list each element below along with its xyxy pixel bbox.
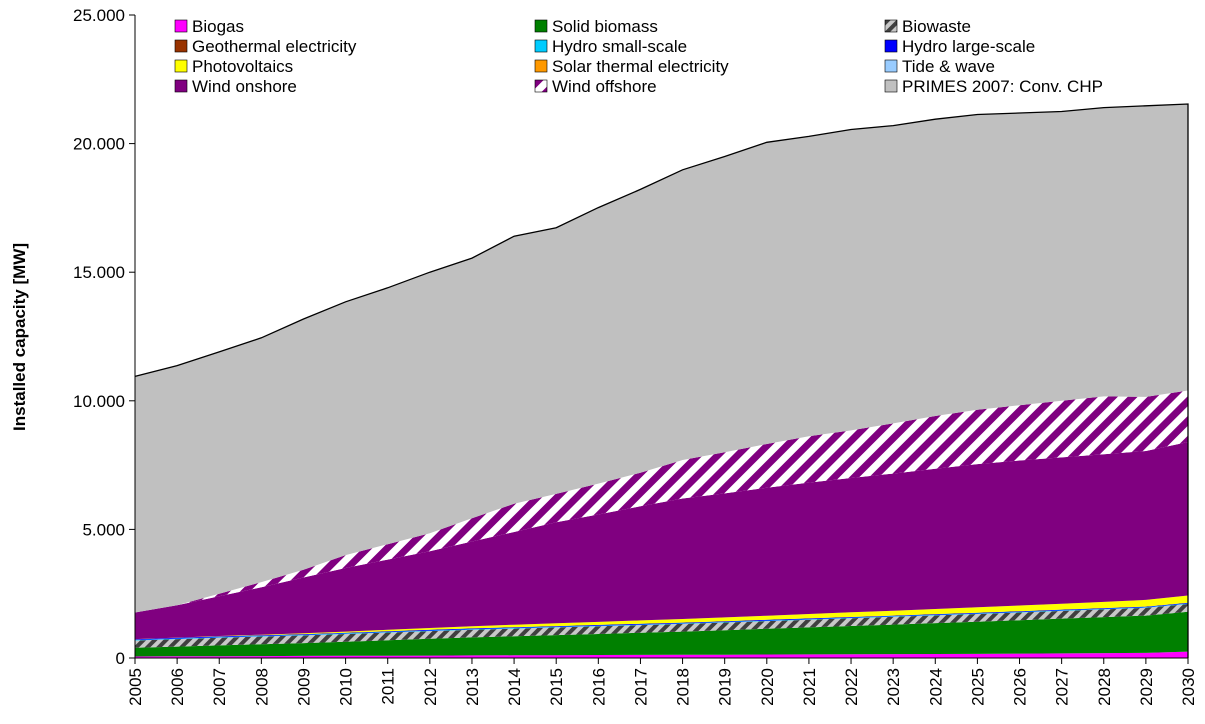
legend-swatch-primes-2007-conv-chp bbox=[884, 79, 898, 93]
legend-swatch-biowaste bbox=[884, 19, 898, 33]
legend-label-wind-offshore: Wind offshore bbox=[552, 77, 657, 96]
legend-swatch-wind-onshore bbox=[174, 79, 188, 93]
y-tick-label: 15.000 bbox=[73, 263, 125, 282]
y-tick-label: 5.000 bbox=[82, 520, 125, 539]
legend-swatch-geothermal-electricity bbox=[174, 39, 188, 53]
legend-swatch-biogas bbox=[174, 19, 188, 33]
legend: Biogas Solid biomass Biowaste Geothermal el… bbox=[174, 17, 1103, 96]
x-tick-label: 2008 bbox=[252, 668, 271, 706]
x-tick-label: 2021 bbox=[800, 668, 819, 706]
x-tick-label: 2011 bbox=[379, 668, 398, 705]
area-hydro-small-scale bbox=[135, 603, 1188, 641]
x-tick-label: 2006 bbox=[168, 668, 187, 706]
x-tick-label: 2019 bbox=[716, 668, 735, 706]
y-tick-label: 10.000 bbox=[73, 392, 125, 411]
legend-label-tide-wave: Tide & wave bbox=[902, 57, 995, 76]
area-wind-offshore bbox=[135, 390, 1188, 613]
x-tick-label: 2028 bbox=[1095, 668, 1114, 706]
x-tick-label: 2009 bbox=[295, 668, 314, 706]
area-biogas bbox=[135, 651, 1188, 658]
area-biowaste bbox=[135, 604, 1188, 648]
legend-swatch-hydro-small-scale bbox=[534, 39, 548, 53]
x-tick-label: 2013 bbox=[463, 668, 482, 706]
legend-label-solar-thermal-electricity: Solar thermal electricity bbox=[552, 57, 729, 76]
x-tick-label: 2005 bbox=[126, 668, 145, 706]
legend-swatch-wind-offshore bbox=[534, 79, 548, 93]
series-areas bbox=[134, 103, 1189, 658]
x-tick-label: 2012 bbox=[421, 668, 440, 706]
x-tick-label: 2017 bbox=[631, 668, 650, 706]
stack-outline bbox=[134, 103, 1189, 658]
area-solid-biomass bbox=[135, 611, 1188, 657]
legend-label-photovoltaics: Photovoltaics bbox=[192, 57, 293, 76]
x-tick-label: 2023 bbox=[884, 668, 903, 706]
legend-label-biogas: Biogas bbox=[192, 17, 244, 36]
x-tick-label: 2026 bbox=[1011, 668, 1030, 706]
axes: 0 5.000 10.000 15.000 20.000 25.000 2005 2006 20… bbox=[73, 6, 1198, 706]
y-axis-label: Installed capacity [MW] bbox=[10, 243, 29, 431]
legend-label-solid-biomass: Solid biomass bbox=[552, 17, 658, 36]
x-tick-label: 2022 bbox=[842, 668, 861, 706]
legend-label-primes-2007-conv-chp: PRIMES 2007: Conv. CHP bbox=[902, 77, 1103, 96]
x-tick-label: 2015 bbox=[547, 668, 566, 706]
legend-swatch-solar-thermal-electricity bbox=[534, 59, 548, 73]
x-tick-label: 2029 bbox=[1137, 668, 1156, 706]
y-tick-label: 20.000 bbox=[73, 135, 125, 154]
y-tick-label: 0 bbox=[116, 649, 125, 668]
x-tick-label: 2014 bbox=[505, 668, 524, 706]
x-tick-label: 2025 bbox=[968, 668, 987, 706]
area-hydro-large-scale bbox=[135, 602, 1188, 640]
x-tick-label: 2018 bbox=[674, 668, 693, 706]
legend-label-biowaste: Biowaste bbox=[902, 17, 971, 36]
legend-swatch-hydro-large-scale bbox=[884, 39, 898, 53]
x-tick-label: 2016 bbox=[589, 668, 608, 706]
area-primes-2007-conv-chp bbox=[135, 104, 1188, 613]
y-tick-label: 25.000 bbox=[73, 6, 125, 25]
legend-swatch-solid-biomass bbox=[534, 19, 548, 33]
legend-label-hydro-small-scale: Hydro small-scale bbox=[552, 37, 687, 56]
x-tick-label: 2027 bbox=[1053, 668, 1072, 706]
legend-label-hydro-large-scale: Hydro large-scale bbox=[902, 37, 1035, 56]
x-tick-label: 2030 bbox=[1179, 668, 1198, 706]
x-tick-label: 2024 bbox=[926, 668, 945, 706]
x-tick-label: 2020 bbox=[758, 668, 777, 706]
area-wind-onshore bbox=[135, 442, 1188, 640]
legend-label-geothermal-electricity: Geothermal electricity bbox=[192, 37, 357, 56]
x-tick-label: 2007 bbox=[210, 668, 229, 706]
legend-swatch-tide-wave bbox=[884, 59, 898, 73]
legend-label-wind-onshore: Wind onshore bbox=[192, 77, 297, 96]
x-tick-label: 2010 bbox=[337, 668, 356, 706]
legend-swatch-photovoltaics bbox=[174, 59, 188, 73]
